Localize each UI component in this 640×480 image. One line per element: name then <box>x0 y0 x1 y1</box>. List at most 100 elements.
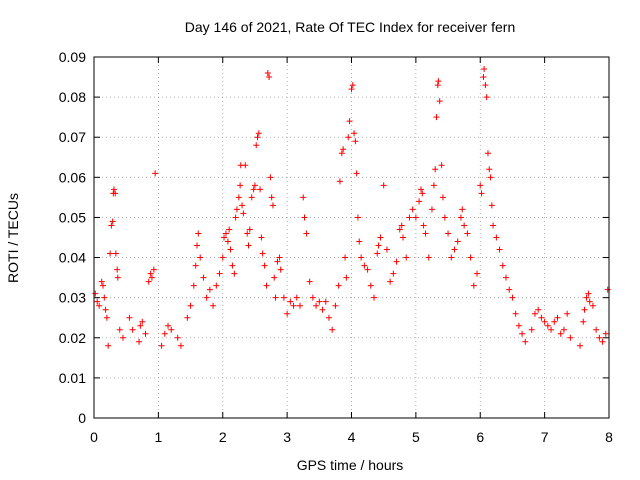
data-point <box>425 254 432 261</box>
x-tick-label: 0 <box>90 429 98 445</box>
data-point <box>432 166 439 173</box>
data-point <box>486 166 493 173</box>
data-point <box>108 222 115 229</box>
data-point <box>419 190 426 197</box>
data-point <box>329 326 336 333</box>
data-point <box>300 194 307 201</box>
data-point <box>567 334 574 341</box>
x-tick-label: 5 <box>412 429 420 445</box>
data-point <box>274 258 281 265</box>
data-point <box>332 302 339 309</box>
data-point <box>351 130 358 137</box>
data-point <box>338 150 345 157</box>
data-point <box>148 274 155 281</box>
data-point <box>464 230 471 237</box>
data-point <box>602 330 609 337</box>
data-point <box>345 134 352 141</box>
x-axis-label: GPS time / hours <box>297 457 404 473</box>
data-point <box>352 138 359 145</box>
data-point <box>488 202 495 209</box>
data-point <box>280 294 287 301</box>
x-tick-label: 3 <box>283 429 291 445</box>
data-point <box>216 270 223 277</box>
data-point <box>266 74 273 81</box>
data-point <box>165 322 172 329</box>
data-point <box>377 234 384 241</box>
data-point <box>107 250 114 257</box>
data-point <box>119 334 126 341</box>
data-point <box>557 330 564 337</box>
data-point <box>409 206 416 213</box>
data-point <box>126 314 133 321</box>
data-point <box>139 318 146 325</box>
data-point <box>538 314 545 321</box>
data-point <box>246 226 253 233</box>
data-point <box>340 146 347 153</box>
data-point <box>580 318 587 325</box>
grid-lines <box>94 57 609 418</box>
data-point <box>109 218 116 225</box>
data-point <box>219 254 226 261</box>
data-point <box>390 270 397 277</box>
data-point <box>267 174 274 181</box>
data-point <box>142 330 149 337</box>
data-point <box>506 286 513 293</box>
data-point <box>235 194 242 201</box>
y-tick-label: 0.03 <box>59 290 86 306</box>
x-tick-label: 8 <box>605 429 613 445</box>
data-point <box>213 282 220 289</box>
data-point <box>493 234 500 241</box>
data-point <box>319 306 326 313</box>
data-point <box>100 282 107 289</box>
data-point <box>420 222 427 229</box>
data-point <box>255 130 262 137</box>
data-point <box>519 330 526 337</box>
x-tick-label: 2 <box>219 429 227 445</box>
data-point <box>564 310 571 317</box>
data-point <box>496 246 503 253</box>
data-point <box>343 274 350 281</box>
data-point <box>184 314 191 321</box>
data-point <box>393 258 400 265</box>
data-point <box>535 306 542 313</box>
y-tick-label: 0.04 <box>59 250 86 266</box>
data-point <box>168 326 175 333</box>
data-point <box>244 230 251 237</box>
data-point <box>306 278 313 285</box>
data-point <box>436 98 443 105</box>
data-point <box>490 222 497 229</box>
data-point <box>434 82 441 89</box>
data-point <box>112 190 119 197</box>
data-point <box>387 278 394 285</box>
data-point <box>586 298 593 305</box>
data-point <box>467 254 474 261</box>
data-point <box>400 234 406 241</box>
data-point <box>593 326 600 333</box>
data-point <box>240 210 247 217</box>
y-tick-label: 0 <box>78 410 86 426</box>
data-points <box>92 66 611 349</box>
data-point <box>190 282 197 289</box>
axis-ticks: 0 1 2 3 4 5 6 7 8 0 0.01 0.02 0.03 0.04 0.05 0.06 0.07 0.… <box>59 49 613 445</box>
data-point <box>484 150 491 157</box>
data-point <box>367 282 374 289</box>
data-point <box>287 298 294 305</box>
data-point <box>354 214 361 221</box>
data-point <box>187 302 194 309</box>
data-point <box>583 294 590 301</box>
data-point <box>150 266 157 273</box>
data-point <box>114 274 121 281</box>
data-point <box>245 242 252 249</box>
data-point <box>233 206 240 213</box>
data-point <box>116 326 123 333</box>
data-point <box>129 326 136 333</box>
data-point <box>251 182 258 189</box>
data-point <box>599 338 606 345</box>
data-point <box>136 338 143 345</box>
data-point <box>269 202 276 209</box>
data-point <box>161 330 168 337</box>
data-point <box>349 82 356 89</box>
data-point <box>239 202 246 209</box>
data-point <box>210 302 217 309</box>
